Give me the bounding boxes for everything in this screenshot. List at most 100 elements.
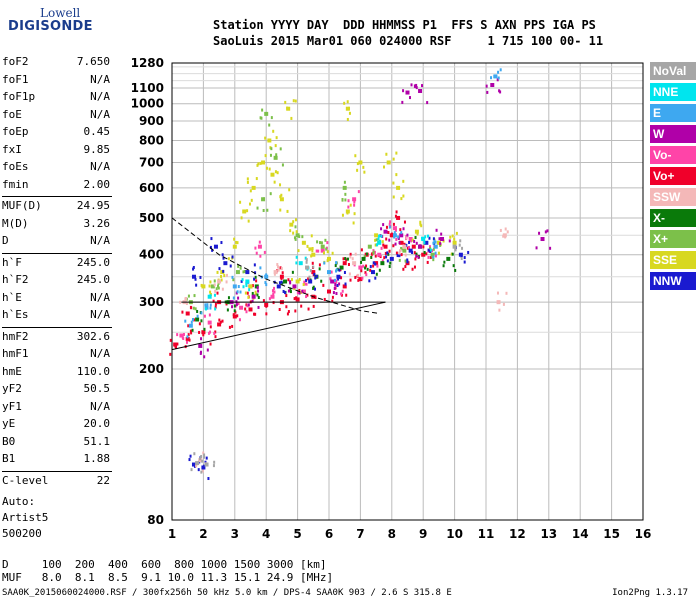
data-point bbox=[190, 331, 193, 335]
data-point bbox=[235, 270, 240, 275]
data-point bbox=[395, 173, 398, 177]
software-version: Ion2Png 1.3.17 bbox=[612, 588, 688, 598]
data-point bbox=[254, 275, 257, 279]
data-point bbox=[320, 248, 325, 253]
data-point bbox=[406, 258, 409, 262]
data-point bbox=[306, 293, 309, 297]
data-point bbox=[217, 279, 222, 284]
data-point bbox=[365, 264, 368, 268]
data-point bbox=[196, 314, 199, 318]
autoscaling-info: 500200 bbox=[2, 527, 42, 540]
param-value: 0.45 bbox=[83, 125, 111, 138]
data-point bbox=[292, 284, 297, 289]
data-point bbox=[287, 289, 290, 293]
data-point bbox=[209, 294, 212, 298]
data-point bbox=[246, 180, 249, 184]
data-point bbox=[400, 197, 403, 201]
data-point bbox=[383, 165, 386, 169]
data-point bbox=[438, 237, 441, 241]
y-tick-label: 800 bbox=[139, 133, 164, 147]
data-point bbox=[502, 233, 507, 238]
data-point bbox=[395, 237, 398, 241]
data-point bbox=[285, 305, 288, 309]
data-point bbox=[396, 185, 401, 190]
data-point bbox=[195, 283, 198, 287]
data-point bbox=[400, 253, 403, 257]
data-point bbox=[279, 208, 282, 212]
data-point bbox=[189, 454, 192, 458]
data-point bbox=[365, 273, 368, 277]
data-point bbox=[315, 274, 318, 278]
data-point bbox=[434, 254, 437, 258]
data-point bbox=[331, 251, 334, 255]
data-point bbox=[268, 123, 271, 127]
data-point bbox=[349, 255, 352, 259]
data-point bbox=[460, 254, 463, 258]
data-point bbox=[408, 245, 411, 249]
data-point bbox=[339, 265, 344, 270]
data-point bbox=[393, 231, 396, 235]
data-point bbox=[185, 311, 190, 316]
data-point bbox=[279, 274, 284, 279]
param-name: MUF(D) bbox=[2, 199, 42, 212]
data-point bbox=[266, 208, 269, 212]
data-point bbox=[377, 237, 380, 241]
data-point bbox=[434, 251, 437, 255]
data-point bbox=[193, 464, 196, 468]
data-point bbox=[499, 68, 502, 72]
data-point bbox=[198, 330, 201, 334]
data-point bbox=[433, 239, 436, 243]
data-point bbox=[344, 257, 347, 261]
data-point bbox=[294, 225, 297, 229]
data-point bbox=[213, 279, 216, 283]
param-name: C-level bbox=[2, 473, 49, 487]
data-point bbox=[434, 240, 437, 244]
param-name: h`F2 bbox=[2, 273, 29, 286]
data-point bbox=[341, 213, 344, 217]
data-point bbox=[220, 278, 223, 282]
data-point bbox=[349, 252, 352, 256]
data-point bbox=[378, 234, 381, 238]
data-point bbox=[209, 306, 212, 310]
data-point bbox=[262, 197, 265, 201]
data-point bbox=[233, 304, 236, 308]
data-point bbox=[413, 251, 416, 255]
data-point bbox=[305, 260, 308, 264]
data-point bbox=[194, 307, 197, 311]
data-point bbox=[340, 276, 343, 280]
param-value: N/A bbox=[90, 234, 110, 247]
x-tick-label: 13 bbox=[540, 527, 557, 541]
data-point bbox=[311, 270, 316, 275]
param-value: N/A bbox=[90, 72, 110, 86]
data-point bbox=[268, 167, 271, 171]
data-point bbox=[486, 90, 489, 94]
data-point bbox=[452, 240, 457, 245]
x-tick-label: 12 bbox=[509, 527, 526, 541]
param-value: N/A bbox=[90, 347, 110, 360]
data-point bbox=[319, 241, 322, 245]
data-point bbox=[208, 284, 211, 288]
data-point bbox=[336, 274, 341, 279]
data-point bbox=[201, 469, 204, 473]
data-point bbox=[394, 228, 397, 232]
x-tick-label: 1 bbox=[168, 527, 176, 541]
param-value: 20.0 bbox=[83, 417, 111, 430]
data-point bbox=[279, 183, 282, 187]
data-point bbox=[209, 290, 212, 294]
data-point bbox=[485, 84, 488, 88]
data-point bbox=[247, 303, 250, 307]
data-point bbox=[262, 209, 265, 213]
data-point bbox=[490, 76, 493, 80]
data-point bbox=[179, 300, 182, 304]
data-point bbox=[388, 264, 391, 268]
param-row: C-level 22 bbox=[2, 474, 110, 490]
data-point bbox=[493, 74, 498, 79]
data-point bbox=[200, 470, 203, 474]
data-point bbox=[294, 309, 297, 313]
data-point bbox=[305, 278, 308, 282]
logo-lowell-text: Lowell bbox=[40, 6, 81, 20]
data-point bbox=[292, 231, 295, 235]
data-point bbox=[263, 250, 266, 254]
param-value: 9.85 bbox=[83, 142, 111, 156]
data-point bbox=[402, 244, 407, 249]
